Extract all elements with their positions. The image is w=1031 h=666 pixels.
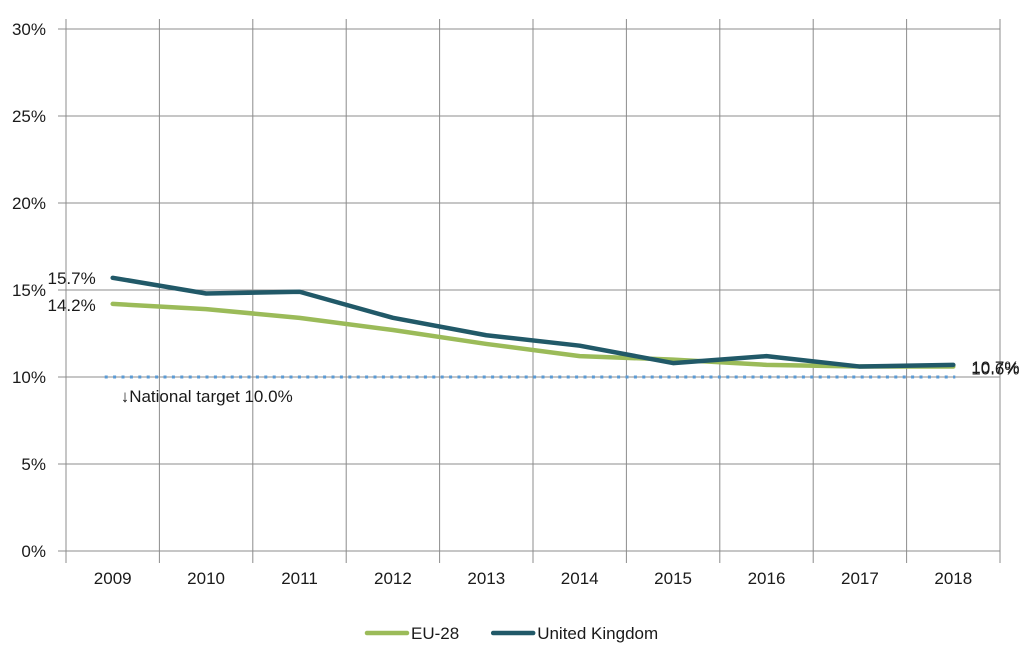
national-target: ↓National target 10.0% (104, 375, 956, 406)
legend-label-eu-28: EU-28 (411, 624, 459, 643)
x-tick-label: 2018 (934, 569, 972, 588)
data-labels: 14.2% 10.6% 15.7% 10.7% (47, 269, 1019, 379)
y-tick-label: 30% (12, 20, 46, 39)
x-tick-label: 2009 (94, 569, 132, 588)
x-tick-label: 2017 (841, 569, 879, 588)
legend-label-united-kingdom: United Kingdom (537, 624, 658, 643)
x-tick-label: 2015 (654, 569, 692, 588)
end-label-united-kingdom: 10.7% (971, 358, 1019, 377)
series-lines (110, 275, 956, 369)
y-tick-label: 20% (12, 194, 46, 213)
start-label-eu-28: 14.2% (47, 296, 95, 315)
end-label-eu-28: 10.6% (971, 360, 1019, 379)
grid (58, 19, 1001, 563)
target-label: ↓National target 10.0% (121, 387, 293, 406)
y-axis: 0% 5% 10% 15% 20% 25% 30% (12, 20, 46, 561)
x-tick-label: 2013 (467, 569, 505, 588)
series-line-united-kingdom (110, 275, 956, 369)
x-tick-label: 2014 (561, 569, 599, 588)
x-tick-label: 2012 (374, 569, 412, 588)
series-line-eu-28 (110, 301, 956, 369)
y-tick-label: 25% (12, 107, 46, 126)
legend: EU-28 United Kingdom (364, 624, 658, 643)
x-tick-label: 2010 (187, 569, 225, 588)
x-axis: 2009 2010 2011 2012 2013 2014 2015 2016 2017 2018 (94, 569, 972, 588)
y-tick-label: 15% (12, 281, 46, 300)
x-tick-label: 2011 (281, 569, 318, 588)
y-tick-label: 10% (12, 368, 46, 387)
start-label-united-kingdom: 15.7% (47, 269, 95, 288)
y-tick-label: 0% (21, 542, 46, 561)
y-tick-label: 5% (21, 455, 46, 474)
x-tick-label: 2016 (748, 569, 786, 588)
